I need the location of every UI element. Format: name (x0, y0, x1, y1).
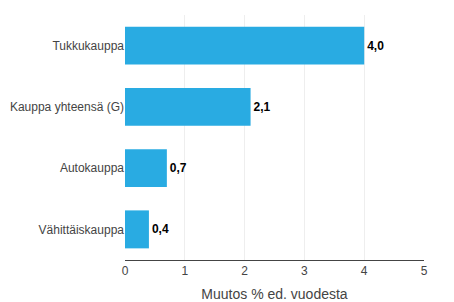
svg-text:1: 1 (181, 264, 188, 278)
svg-text:Autokauppa: Autokauppa (60, 161, 124, 175)
svg-text:4: 4 (361, 264, 368, 278)
svg-text:2,1: 2,1 (254, 100, 271, 114)
svg-text:5: 5 (421, 264, 428, 278)
svg-text:0: 0 (122, 264, 129, 278)
svg-text:4,0: 4,0 (367, 39, 384, 53)
svg-text:0,7: 0,7 (170, 161, 187, 175)
svg-text:Kauppa yhteensä (G): Kauppa yhteensä (G) (10, 100, 124, 114)
svg-text:Tukkukauppa: Tukkukauppa (52, 39, 124, 53)
svg-text:0,4: 0,4 (152, 222, 169, 236)
svg-text:3: 3 (301, 264, 308, 278)
svg-text:Vähittäiskauppa: Vähittäiskauppa (39, 223, 125, 237)
svg-text:Muutos % ed. vuodesta: Muutos % ed. vuodesta (201, 286, 348, 302)
svg-text:2: 2 (241, 264, 248, 278)
